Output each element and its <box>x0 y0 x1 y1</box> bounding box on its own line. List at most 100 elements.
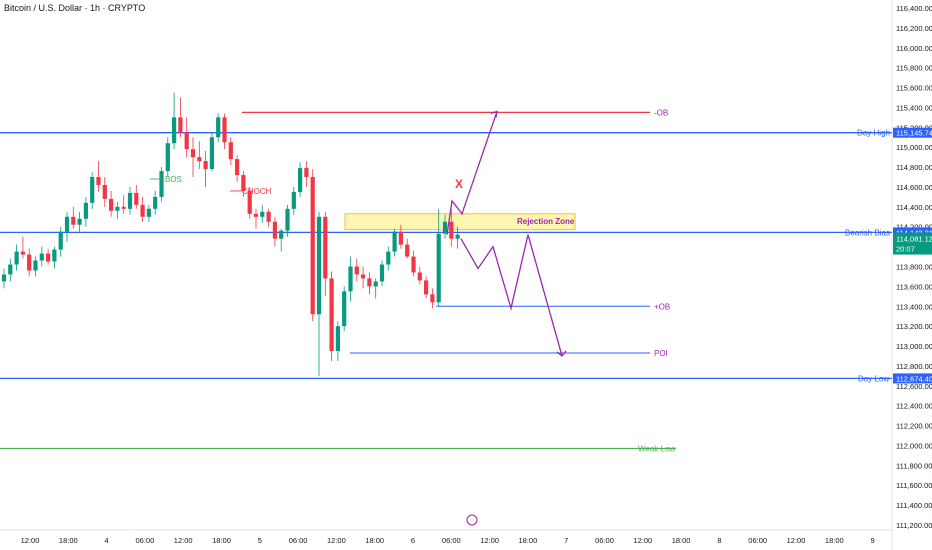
y-tick-label: 115,000.00 <box>896 143 932 152</box>
candle-body[interactable] <box>121 206 126 209</box>
day-low-price-tag-text: 112,674.40 <box>896 374 932 383</box>
candle-body[interactable] <box>392 231 397 252</box>
candle-body[interactable] <box>367 278 372 287</box>
candle-body[interactable] <box>14 251 19 265</box>
candle-body[interactable] <box>291 191 296 209</box>
candle-body[interactable] <box>436 233 441 303</box>
x-tick-label: 12:00 <box>21 536 40 545</box>
candle-body[interactable] <box>386 251 391 265</box>
x-tick-label: 18:00 <box>672 536 691 545</box>
candle-body[interactable] <box>373 281 378 287</box>
y-tick-label: 112,000.00 <box>896 441 932 450</box>
candle-body[interactable] <box>209 137 214 170</box>
y-tick-label: 112,800.00 <box>896 362 932 371</box>
candle-body[interactable] <box>424 280 429 295</box>
candle-body[interactable] <box>96 177 101 185</box>
candle-body[interactable] <box>272 221 277 239</box>
replay-icon[interactable] <box>466 514 478 526</box>
candle-body[interactable] <box>222 117 227 143</box>
candle-body[interactable] <box>197 157 202 162</box>
candle-body[interactable] <box>8 264 13 275</box>
rejection-zone <box>344 213 576 231</box>
candle-body[interactable] <box>266 211 271 222</box>
candle-body[interactable] <box>348 266 353 292</box>
candle-body[interactable] <box>279 230 284 239</box>
candle-body[interactable] <box>203 161 208 170</box>
current-price-tag <box>893 232 932 255</box>
x-marker: X <box>455 177 463 191</box>
bearish-bias-label: Bearish Bias <box>845 228 890 237</box>
candle-body[interactable] <box>260 211 265 217</box>
candle-body[interactable] <box>455 234 460 239</box>
x-tick-label: 6 <box>411 536 415 545</box>
candle-body[interactable] <box>39 253 44 261</box>
candle-body[interactable] <box>379 264 385 282</box>
y-tick-label: 116,400.00 <box>896 4 932 13</box>
candle-body[interactable] <box>241 175 246 191</box>
x-tick-label: 8 <box>717 536 721 545</box>
candle-body[interactable] <box>134 192 139 205</box>
candle-body[interactable] <box>316 216 322 315</box>
x-tick-label: 06:00 <box>748 536 767 545</box>
candle-body[interactable] <box>411 256 416 273</box>
candle-body[interactable] <box>71 216 76 225</box>
candle-body[interactable] <box>64 216 70 232</box>
candle-body[interactable] <box>184 132 189 150</box>
candle-body[interactable] <box>430 294 435 303</box>
candle-body[interactable] <box>140 204 145 217</box>
candle-body[interactable] <box>361 274 366 279</box>
candle-body[interactable] <box>172 117 177 144</box>
candle-body[interactable] <box>354 266 359 275</box>
candle-body[interactable] <box>304 168 309 178</box>
candle-body[interactable] <box>190 149 196 158</box>
candle-body[interactable] <box>216 117 221 138</box>
candle-body[interactable] <box>20 251 25 255</box>
candle-body[interactable] <box>442 221 448 234</box>
up-arrowhead <box>490 110 498 118</box>
candle-body[interactable] <box>153 196 158 209</box>
candle-body[interactable] <box>90 177 95 203</box>
candle-body[interactable] <box>342 291 347 327</box>
candle-body[interactable] <box>27 254 32 271</box>
candle-body[interactable] <box>159 171 164 197</box>
y-tick-label: 115,400.00 <box>896 103 932 112</box>
candle-body[interactable] <box>115 206 120 211</box>
projection-up-path <box>446 111 498 235</box>
x-tick-label: 18:00 <box>365 536 384 545</box>
candle-body[interactable] <box>398 231 403 245</box>
candle-body[interactable] <box>1 274 7 282</box>
candle-body[interactable] <box>235 159 240 176</box>
x-tick-label: 12:00 <box>327 536 346 545</box>
poi-label: POI <box>654 349 668 358</box>
candle-body[interactable] <box>33 260 38 271</box>
candle-body[interactable] <box>449 221 454 239</box>
candle-body[interactable] <box>310 177 315 315</box>
candle-body[interactable] <box>102 184 107 199</box>
candle-body[interactable] <box>52 249 57 262</box>
x-tick-label: 18:00 <box>825 536 844 545</box>
candle-body[interactable] <box>127 192 133 209</box>
x-tick-label: 9 <box>871 536 875 545</box>
candle-body[interactable] <box>323 216 328 279</box>
candle-body[interactable] <box>285 208 290 231</box>
candle-body[interactable] <box>146 208 151 217</box>
candle-body[interactable] <box>247 190 252 214</box>
candle-body[interactable] <box>417 272 422 281</box>
weak-low-label: Weak Low <box>638 444 675 453</box>
candle-body[interactable] <box>253 213 259 217</box>
candle-body[interactable] <box>77 218 82 225</box>
bearish-bias-price-tag <box>893 227 932 238</box>
candle-body[interactable] <box>109 198 114 211</box>
candle-body[interactable] <box>335 326 340 352</box>
candle-body[interactable] <box>405 244 410 257</box>
x-tick-label: 12:00 <box>633 536 652 545</box>
candle-body[interactable] <box>329 278 334 352</box>
candle-body[interactable] <box>83 202 88 219</box>
candle-body[interactable] <box>46 253 51 262</box>
candle-body[interactable] <box>178 117 183 133</box>
candle-body[interactable] <box>165 143 170 172</box>
candle-body[interactable] <box>298 168 303 192</box>
candle-body[interactable] <box>58 231 63 250</box>
candle-body[interactable] <box>228 142 233 160</box>
